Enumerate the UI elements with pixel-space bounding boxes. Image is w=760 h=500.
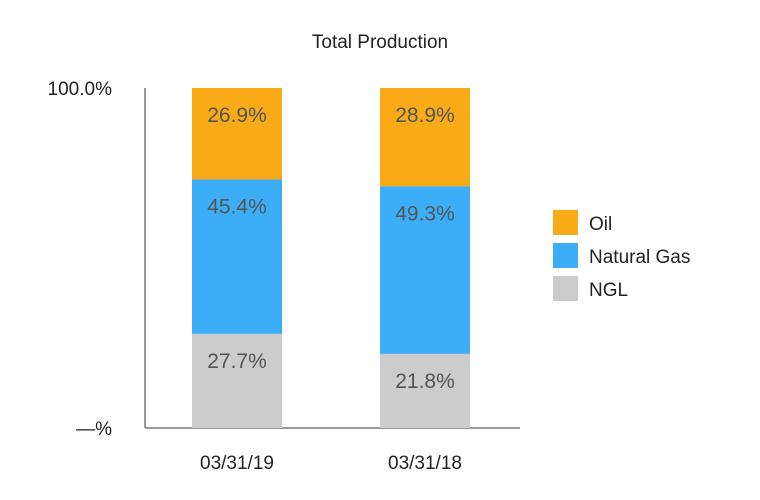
legend-swatch — [553, 243, 578, 268]
legend-swatch — [553, 276, 578, 301]
y-tick-label: —% — [76, 419, 112, 440]
legend-label: Oil — [589, 214, 612, 235]
data-label: 21.8% — [395, 370, 455, 393]
legend-label: Natural Gas — [589, 247, 690, 268]
bar-segment-oil — [380, 88, 470, 187]
y-tick-label: 100.0% — [48, 79, 113, 100]
bar-segment-ngl — [380, 353, 470, 428]
bar-segment-natural-gas — [192, 179, 282, 334]
legend-swatch — [553, 210, 578, 235]
legend-label: NGL — [589, 280, 628, 301]
bar-segment-ngl — [192, 333, 282, 428]
data-label: 28.9% — [395, 104, 455, 127]
bar-segment-oil — [192, 88, 282, 180]
data-label: 26.9% — [207, 104, 267, 127]
legend: Oil Natural Gas NGL — [553, 210, 690, 301]
bars: 27.7% 45.4% 26.9% 21.8% 49.3% 28.9% — [192, 88, 470, 428]
x-tick-label: 03/31/18 — [388, 453, 462, 474]
chart-title: Total Production — [312, 32, 448, 53]
bar-segment-natural-gas — [380, 186, 470, 354]
data-label: 45.4% — [207, 195, 267, 218]
data-label: 27.7% — [207, 350, 267, 373]
x-tick-label: 03/31/19 — [200, 453, 274, 474]
data-label: 49.3% — [395, 202, 455, 225]
